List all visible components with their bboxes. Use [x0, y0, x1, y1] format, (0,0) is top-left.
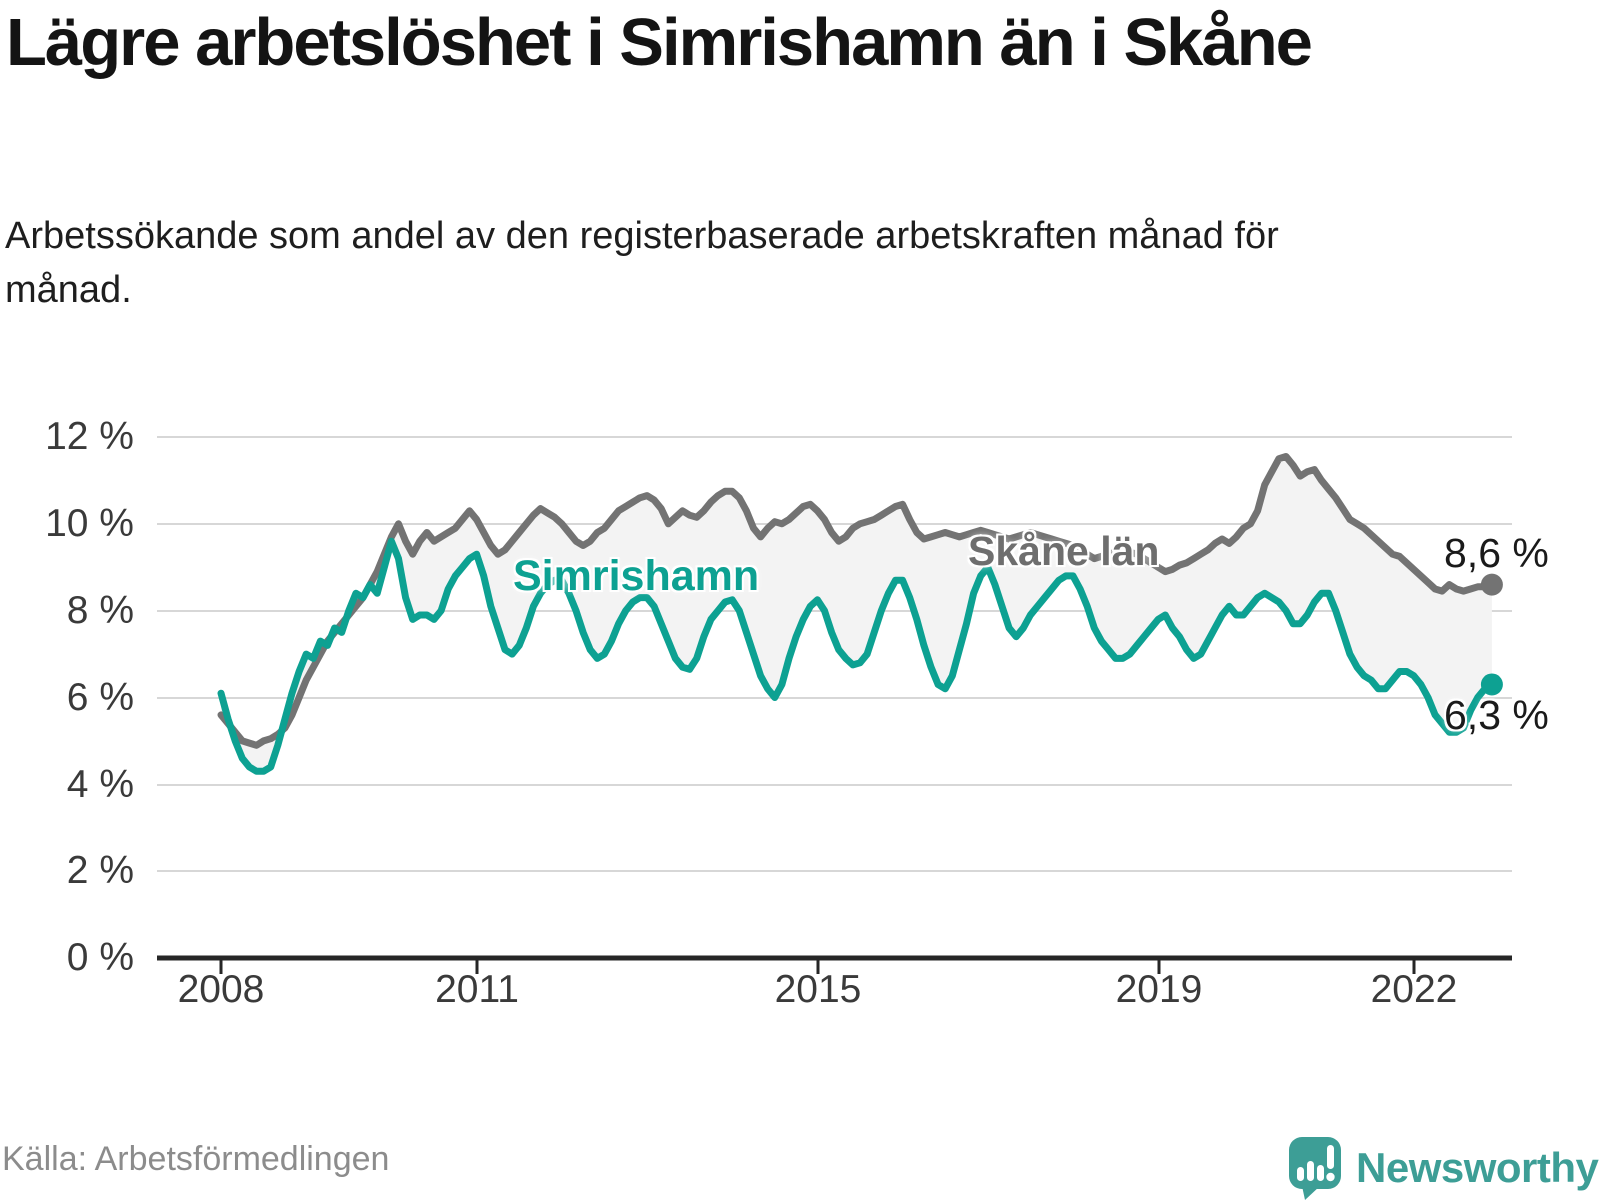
gridlines — [157, 436, 1512, 872]
newsworthy-logo[interactable]: Newsworthy — [1288, 1136, 1599, 1200]
x-tick-2011: 2011 — [435, 968, 519, 1011]
simrishamn-endpoint-dot — [1480, 673, 1503, 696]
y-tick-0: 0 % — [66, 936, 134, 979]
x-axis — [157, 955, 1512, 974]
x-tick-2022: 2022 — [1370, 968, 1458, 1011]
y-tick-4: 4 % — [66, 763, 134, 806]
chart-subtitle: Arbetssökande som andel av den registerb… — [5, 215, 1279, 311]
skane-endpoint-dot — [1480, 573, 1503, 596]
simrishamn-end-value-label: 6,3 % — [1444, 692, 1549, 738]
y-tick-2: 2 % — [66, 849, 134, 892]
x-tick-2008: 2008 — [177, 968, 265, 1011]
x-tick-2019: 2019 — [1115, 968, 1203, 1011]
y-tick-10: 10 % — [45, 502, 134, 545]
x-tick-2015: 2015 — [774, 968, 862, 1011]
simrishamn-series-label: Simrishamn — [513, 552, 760, 600]
y-tick-12: 12 % — [45, 415, 134, 458]
page-title: Lägre arbetslöshet i Simrishamn än i Skå… — [6, 5, 1313, 80]
newsworthy-chart-bubble-icon — [1289, 1137, 1341, 1200]
source-note: Källa: Arbetsförmedlingen — [2, 1140, 390, 1178]
simrishamn-line-series — [217, 537, 1496, 775]
y-tick-8: 8 % — [66, 589, 134, 632]
skane-end-value-label: 8,6 % — [1444, 530, 1549, 576]
y-tick-6: 6 % — [66, 676, 134, 719]
between-series-fill — [221, 456, 1492, 772]
skane-series-label: Skåne län — [968, 528, 1160, 574]
newsworthy-wordmark: Newsworthy — [1356, 1144, 1599, 1191]
skane-line-series — [217, 453, 1496, 749]
